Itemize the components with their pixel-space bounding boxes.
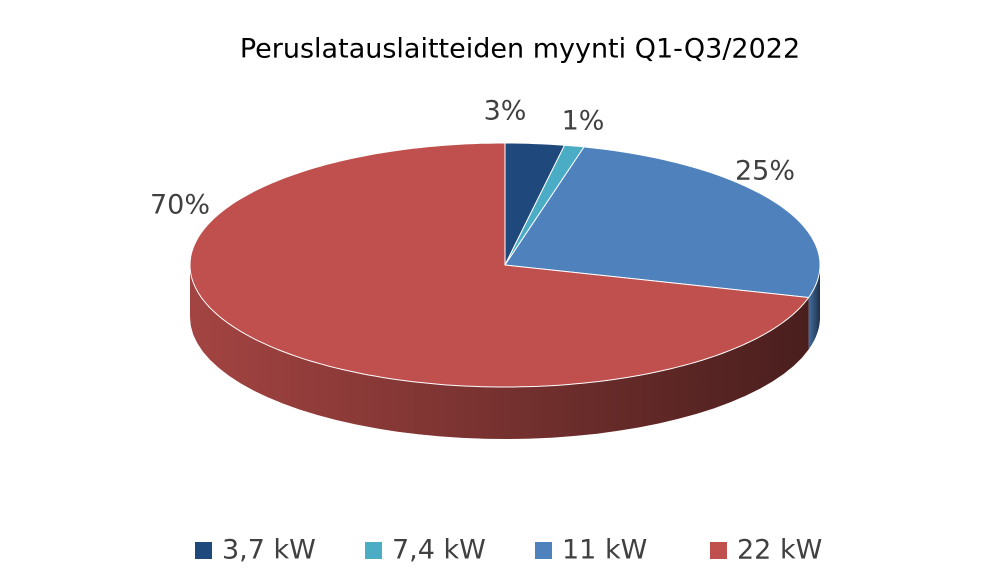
- legend-label: 22 kW: [737, 535, 822, 566]
- legend-swatch: [195, 542, 212, 559]
- legend-label: 11 kW: [562, 535, 647, 566]
- data-label: 25%: [735, 156, 795, 187]
- legend-swatch: [535, 542, 552, 559]
- slice: [189, 142, 810, 388]
- legend-swatch: [365, 542, 382, 559]
- slice-side-shade: [808, 265, 820, 350]
- legend-swatch: [710, 542, 727, 559]
- slice-side-shade: [190, 265, 809, 439]
- data-label: 1%: [562, 106, 605, 137]
- slice: [504, 146, 821, 299]
- chart-title: Peruslatauslaitteiden myynti Q1-Q3/2022: [240, 34, 800, 65]
- data-label: 3%: [484, 96, 527, 127]
- data-label: 70%: [150, 190, 210, 221]
- legend-label: 3,7 kW: [222, 535, 316, 566]
- legend-label: 7,4 kW: [392, 535, 486, 566]
